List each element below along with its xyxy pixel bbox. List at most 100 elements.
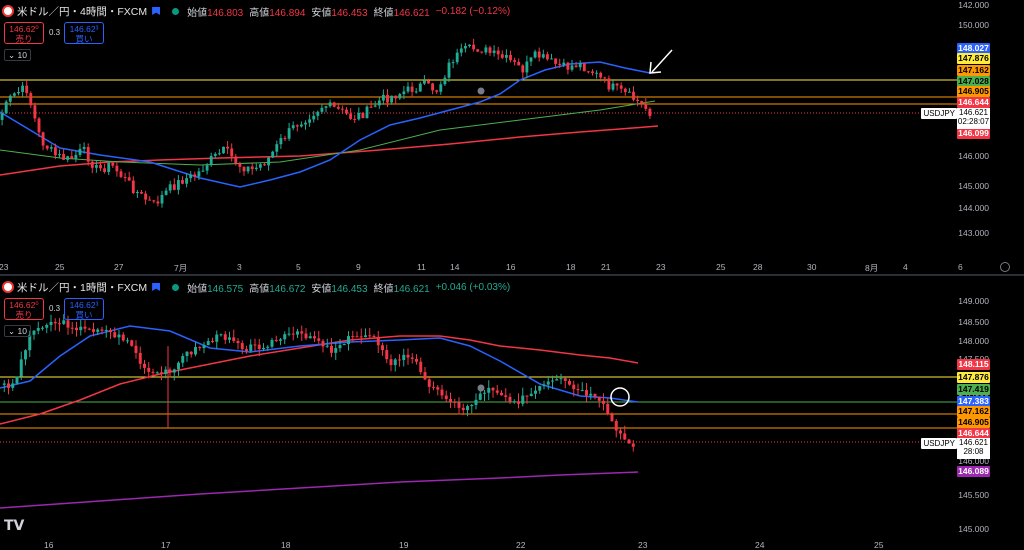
buy-price: 146.62³: [69, 300, 99, 310]
buy-button[interactable]: 146.62³ 買い: [64, 22, 104, 44]
candle-body: [109, 329, 112, 333]
candle-body: [632, 91, 635, 100]
ohlc-open: 始値146.803: [187, 7, 244, 19]
ohlc-change: +0.046 (+0.03%): [435, 281, 511, 293]
candle-body: [418, 83, 422, 92]
price-axis-label: 144.000: [958, 203, 989, 213]
candle-body: [390, 95, 394, 103]
price-tag: 146.644: [957, 97, 990, 108]
candle-body: [474, 399, 478, 405]
candle-body: [287, 333, 291, 335]
candle-body: [525, 395, 529, 397]
indicator-count: 10: [17, 326, 27, 336]
candle-body: [398, 94, 402, 99]
candle-body: [602, 400, 605, 404]
sell-button[interactable]: 146.62⁰ 売り: [4, 298, 44, 320]
chart-pane-4h[interactable]: 米ドル／円・4時間・FXCM 始値146.803 高値146.894 安値146…: [0, 0, 1024, 274]
time-axis-label: 8月: [865, 263, 879, 273]
ohlc-close: 終値146.621: [373, 7, 430, 19]
symbol-title[interactable]: 米ドル／円・4時間・FXCM: [17, 5, 148, 18]
candle-body: [8, 95, 12, 102]
candle-body: [117, 334, 121, 338]
ma-red: [0, 335, 639, 425]
candle-body: [83, 326, 87, 329]
pane-separator[interactable]: [0, 274, 1024, 276]
candle-body: [28, 334, 32, 351]
candle-body: [156, 201, 160, 204]
candle-body: [488, 47, 492, 53]
chart-settings-icon[interactable]: [1000, 262, 1010, 272]
candle-body: [138, 352, 142, 364]
ohlc-high: 高値146.672: [249, 283, 306, 295]
candle-body: [444, 395, 448, 400]
price-axis-label: 145.500: [958, 490, 989, 500]
candle-body: [130, 340, 134, 346]
candle-body: [103, 168, 107, 172]
candle-body: [606, 403, 610, 415]
price-tag: 147.162: [957, 65, 990, 76]
candle-body: [627, 439, 631, 444]
candle-body: [209, 155, 213, 166]
legend-header: 米ドル／円・4時間・FXCM 始値146.803 高値146.894 安値146…: [2, 3, 516, 19]
candle-body: [342, 344, 346, 346]
time-axis-label: 23: [656, 262, 666, 272]
candle-body: [627, 91, 631, 93]
candle-body: [517, 401, 520, 404]
candle-body: [576, 389, 580, 391]
chart-canvas-4h[interactable]: [0, 0, 1024, 274]
candle-body: [287, 128, 291, 139]
candle-body: [100, 329, 104, 331]
candle-body: [555, 379, 559, 381]
candle-body: [2, 383, 6, 385]
candle-body: [104, 329, 108, 331]
last-price: 146.621: [959, 438, 988, 447]
candle-body: [410, 86, 414, 92]
ma-purple: [0, 471, 639, 509]
candle-body: [193, 174, 197, 177]
indicators-toggle[interactable]: ⌄ 10: [4, 49, 31, 61]
symbol-title[interactable]: 米ドル／円・1時間・FXCM: [17, 281, 148, 294]
candle-body: [345, 109, 348, 114]
candle-body: [478, 393, 482, 400]
candle-body: [185, 351, 189, 356]
event-marker-icon: [477, 87, 485, 95]
candle-body: [562, 62, 566, 65]
candle-body: [423, 372, 427, 380]
candle-body: [226, 146, 230, 149]
candle-body: [160, 194, 164, 204]
market-open-icon: [172, 7, 180, 15]
sell-button[interactable]: 146.62⁰ 売り: [4, 22, 44, 44]
candle-body: [300, 331, 304, 334]
indicator-count: 10: [17, 50, 27, 60]
candle-body: [234, 156, 238, 164]
candle-body: [414, 91, 418, 93]
candle-body: [266, 346, 270, 348]
time-axis-label: 19: [399, 540, 409, 550]
candle-body: [119, 171, 123, 177]
candle-body: [127, 177, 131, 181]
candle-body: [470, 404, 474, 407]
candle-body: [202, 345, 206, 349]
buy-price: 146.62³: [69, 24, 99, 34]
candle-body: [144, 193, 148, 200]
buy-button[interactable]: 146.62³ 買い: [64, 298, 104, 320]
candle-body: [599, 72, 603, 78]
candle-body: [461, 407, 465, 411]
candle-body: [578, 63, 582, 68]
alert-icon[interactable]: [152, 283, 161, 291]
candle-body: [529, 393, 533, 396]
price-axis-label: 146.000: [958, 456, 989, 466]
chart-pane-1h[interactable]: 米ドル／円・1時間・FXCM 始値146.575 高値146.672 安値146…: [0, 276, 1024, 550]
candle-body: [246, 166, 250, 172]
candle-body: [245, 349, 248, 351]
candle-body: [131, 180, 135, 194]
chart-canvas-1h[interactable]: [0, 276, 1024, 550]
candle-body: [512, 401, 516, 403]
alert-icon[interactable]: [152, 7, 161, 15]
candle-body: [215, 334, 219, 342]
indicators-toggle[interactable]: ⌄ 10: [4, 325, 31, 337]
candle-body: [504, 395, 508, 397]
tradingview-logo[interactable]: TV: [4, 518, 25, 534]
candle-body: [427, 80, 430, 84]
ma-green: [0, 100, 656, 166]
